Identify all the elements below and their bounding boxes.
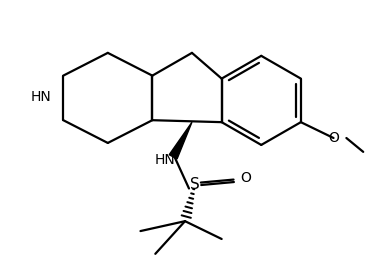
Polygon shape	[169, 122, 192, 159]
Text: HN: HN	[155, 153, 176, 167]
Text: HN: HN	[31, 90, 52, 104]
Text: S: S	[190, 177, 200, 192]
Text: O: O	[328, 131, 339, 145]
Text: O: O	[240, 171, 251, 184]
